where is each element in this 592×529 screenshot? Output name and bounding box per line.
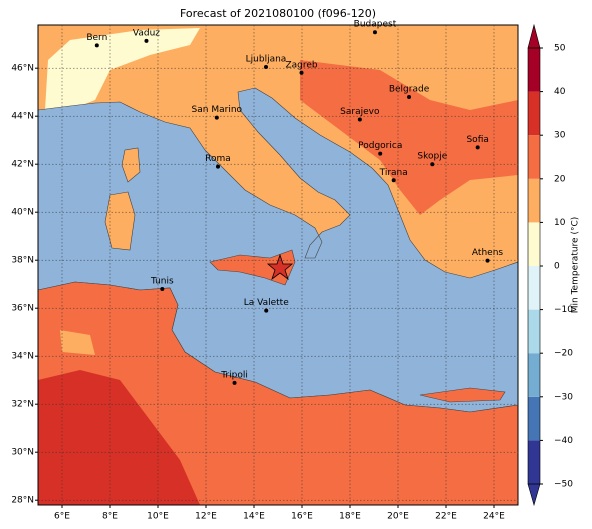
lon-tick-label: 16°E — [291, 512, 313, 522]
site-marker — [266, 253, 294, 281]
city-label: La Valette — [244, 298, 289, 308]
crete — [419, 387, 506, 403]
city-dot — [144, 38, 149, 43]
city-label: Sofia — [466, 135, 488, 145]
lon-tick-label: 12°E — [195, 512, 217, 522]
city-dot — [407, 95, 412, 99]
city-dot — [264, 65, 268, 69]
colorbar-band — [528, 440, 540, 484]
colorbar-band — [528, 266, 540, 310]
city-dot — [160, 287, 165, 291]
city-dot — [299, 70, 304, 75]
colorbar-tick-label: 50 — [554, 44, 566, 54]
colorbar-tick-label: −10 — [554, 305, 573, 315]
lat-tick-label: 40°N — [11, 208, 34, 218]
city-dot — [94, 43, 99, 48]
lon-tick-label: 14°E — [243, 512, 265, 522]
colorbar-tick-label: −40 — [554, 436, 573, 446]
map-frame — [37, 24, 519, 506]
colorbar-tick-label: −20 — [554, 349, 573, 359]
colorbar-label: Min Temperature (°C) — [571, 217, 581, 314]
colorbar-band — [528, 396, 540, 441]
colorbar-tick-label: −30 — [554, 392, 573, 402]
colorbar-extend-bottom — [527, 483, 541, 507]
city-dot — [378, 151, 383, 156]
city-dot — [475, 145, 480, 150]
lat-tick-label: 34°N — [11, 352, 34, 362]
city-label: Vaduz — [133, 28, 160, 38]
city-dot — [485, 258, 490, 263]
colorbar-tick-label: −50 — [554, 480, 573, 490]
sardinia — [104, 191, 136, 251]
lat-tick-label: 28°N — [11, 496, 34, 506]
lat-tick-label: 42°N — [11, 160, 34, 170]
colorbar-tick-label: 0 — [554, 262, 560, 272]
hot-zone — [300, 60, 518, 215]
map-title: Forecast of 2021080100 (f096-120) — [180, 7, 376, 20]
colorbar-tick-label: 20 — [554, 174, 566, 184]
city-dot — [232, 380, 237, 385]
colorbar-band — [528, 353, 540, 397]
city-dot — [391, 178, 396, 183]
warm-zone — [45, 28, 200, 110]
city-label: Tirana — [379, 168, 408, 178]
mild-patch — [60, 330, 95, 355]
corsica — [121, 147, 141, 183]
colorbar-band — [528, 222, 540, 266]
city-label: Ljubljana — [246, 55, 287, 65]
city-label: San Marino — [192, 105, 243, 115]
colorbar-tick-label: 40 — [554, 87, 566, 97]
colorbar-band — [528, 178, 540, 223]
city-dot — [216, 164, 220, 169]
lon-tick-label: 22°E — [435, 512, 457, 522]
city-label: Podgorica — [358, 141, 402, 151]
lat-tick-label: 46°N — [11, 64, 34, 74]
city-dot — [430, 162, 435, 167]
city-label: Tunis — [150, 277, 174, 287]
lat-tick-label: 32°N — [11, 400, 34, 410]
city-label: Zagreb — [285, 60, 317, 70]
city-label: Sarajevo — [340, 107, 380, 117]
lon-tick-label: 18°E — [339, 512, 361, 522]
lon-tick-label: 8°E — [102, 512, 118, 522]
colorbar-band — [528, 309, 540, 354]
city-label: Bern — [86, 33, 107, 43]
city-label: Roma — [205, 154, 231, 164]
colorbar-tick-label: 30 — [554, 131, 566, 141]
lat-tick-label: 38°N — [11, 256, 34, 266]
colorbar-extend-top — [527, 23, 541, 49]
city-label: Skopje — [417, 152, 447, 162]
city-dot — [357, 117, 362, 122]
city-label: Belgrade — [389, 85, 430, 95]
lon-tick-label: 24°E — [483, 512, 505, 522]
lon-tick-label: 10°E — [147, 512, 169, 522]
map-body — [38, 25, 518, 505]
city-label: Tripoli — [220, 370, 248, 380]
hot-africa — [38, 370, 200, 505]
city-label: Budapest — [354, 20, 397, 30]
city-dot — [372, 30, 377, 35]
lon-tick-label: 20°E — [387, 512, 409, 522]
colorbar-band — [528, 48, 540, 92]
city-dot — [214, 115, 219, 120]
colorbar-band — [528, 135, 540, 179]
colorbar-band — [528, 91, 540, 136]
lat-tick-label: 36°N — [11, 304, 34, 314]
lon-tick-label: 6°E — [54, 512, 70, 522]
lat-tick-label: 30°N — [11, 448, 34, 458]
colorbar-tick-label: 10 — [554, 218, 566, 228]
city-label: Athens — [472, 248, 503, 258]
lat-tick-label: 44°N — [11, 112, 34, 122]
city-dot — [264, 308, 269, 313]
